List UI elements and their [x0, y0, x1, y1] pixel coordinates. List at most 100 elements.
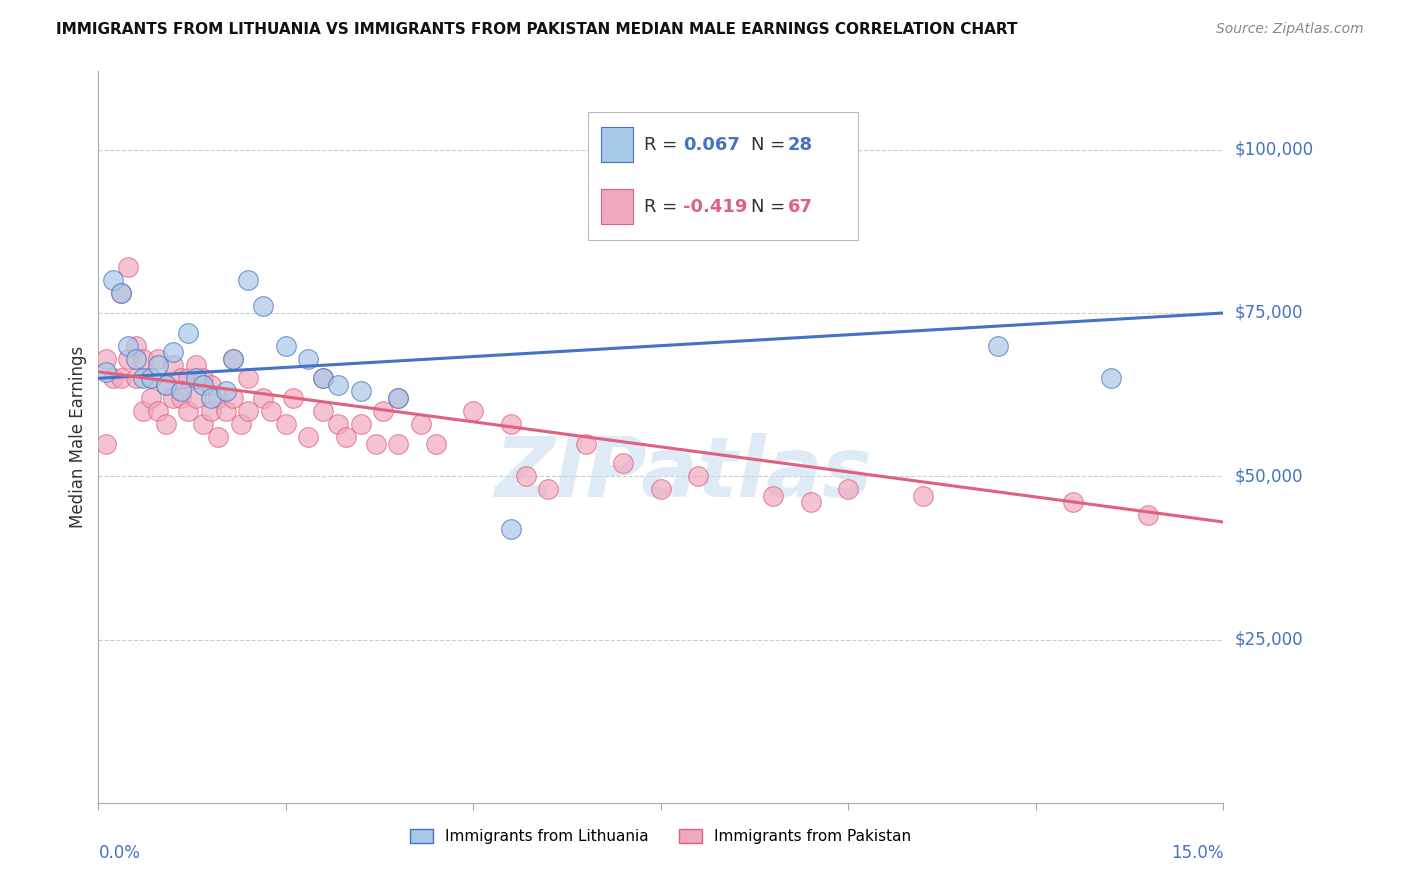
- Point: [170, 391, 193, 405]
- Point: [139, 391, 162, 405]
- Point: [328, 417, 350, 431]
- Point: [688, 469, 710, 483]
- Point: [222, 351, 245, 366]
- Text: -0.419: -0.419: [683, 198, 748, 216]
- Point: [612, 456, 634, 470]
- Point: [184, 391, 207, 405]
- Point: [132, 351, 155, 366]
- Point: [200, 391, 222, 405]
- Point: [312, 404, 335, 418]
- Point: [260, 404, 283, 418]
- Text: 28: 28: [787, 136, 813, 153]
- Point: [117, 338, 139, 352]
- Point: [200, 404, 222, 418]
- Point: [148, 358, 170, 372]
- Point: [837, 483, 859, 497]
- Text: N =: N =: [751, 136, 790, 153]
- Point: [373, 404, 395, 418]
- Text: ZIPatlas: ZIPatlas: [495, 434, 872, 514]
- Point: [274, 417, 297, 431]
- Text: 67: 67: [787, 198, 813, 216]
- Point: [148, 351, 170, 366]
- Point: [499, 521, 522, 535]
- Point: [425, 436, 447, 450]
- Point: [125, 338, 148, 352]
- Point: [463, 404, 485, 418]
- FancyBboxPatch shape: [602, 127, 633, 162]
- Point: [328, 377, 350, 392]
- Point: [139, 371, 162, 385]
- Point: [1062, 495, 1084, 509]
- Point: [222, 351, 245, 366]
- Point: [537, 483, 560, 497]
- Point: [207, 391, 229, 405]
- Point: [94, 351, 117, 366]
- Point: [162, 358, 184, 372]
- Text: R =: R =: [644, 136, 683, 153]
- Point: [200, 377, 222, 392]
- Point: [650, 483, 672, 497]
- Point: [283, 391, 305, 405]
- Point: [148, 404, 170, 418]
- Point: [110, 286, 132, 301]
- Point: [170, 371, 193, 385]
- Legend: Immigrants from Lithuania, Immigrants from Pakistan: Immigrants from Lithuania, Immigrants fr…: [404, 822, 918, 850]
- Point: [987, 338, 1010, 352]
- Text: 15.0%: 15.0%: [1171, 845, 1223, 863]
- Point: [387, 391, 409, 405]
- Y-axis label: Median Male Earnings: Median Male Earnings: [69, 346, 87, 528]
- Point: [170, 384, 193, 399]
- Point: [162, 345, 184, 359]
- Point: [335, 430, 357, 444]
- Point: [215, 384, 238, 399]
- Point: [364, 436, 387, 450]
- Point: [103, 371, 125, 385]
- Point: [184, 371, 207, 385]
- Point: [155, 377, 177, 392]
- Point: [575, 436, 598, 450]
- Point: [110, 286, 132, 301]
- Point: [312, 371, 335, 385]
- Text: 0.067: 0.067: [683, 136, 740, 153]
- Point: [350, 417, 373, 431]
- Point: [110, 371, 132, 385]
- Text: 0.0%: 0.0%: [98, 845, 141, 863]
- Text: IMMIGRANTS FROM LITHUANIA VS IMMIGRANTS FROM PAKISTAN MEDIAN MALE EARNINGS CORRE: IMMIGRANTS FROM LITHUANIA VS IMMIGRANTS …: [56, 22, 1018, 37]
- Point: [499, 417, 522, 431]
- Point: [252, 300, 274, 314]
- Point: [184, 358, 207, 372]
- Point: [297, 351, 319, 366]
- Point: [117, 260, 139, 275]
- Point: [125, 371, 148, 385]
- Text: Source: ZipAtlas.com: Source: ZipAtlas.com: [1216, 22, 1364, 37]
- Text: R =: R =: [644, 198, 683, 216]
- Text: $75,000: $75,000: [1234, 304, 1303, 322]
- Text: $25,000: $25,000: [1234, 631, 1303, 648]
- Text: $100,000: $100,000: [1234, 141, 1313, 159]
- Point: [238, 371, 260, 385]
- Point: [207, 430, 229, 444]
- Point: [193, 377, 215, 392]
- Point: [800, 495, 823, 509]
- Point: [238, 404, 260, 418]
- FancyBboxPatch shape: [602, 189, 633, 224]
- Point: [312, 371, 335, 385]
- Point: [177, 371, 200, 385]
- Point: [409, 417, 432, 431]
- Point: [177, 404, 200, 418]
- Text: $50,000: $50,000: [1234, 467, 1303, 485]
- Point: [177, 326, 200, 340]
- Point: [762, 489, 785, 503]
- Point: [94, 436, 117, 450]
- Point: [252, 391, 274, 405]
- Point: [117, 351, 139, 366]
- Point: [387, 436, 409, 450]
- Point: [387, 391, 409, 405]
- Point: [103, 273, 125, 287]
- Point: [155, 417, 177, 431]
- Point: [193, 417, 215, 431]
- Point: [155, 377, 177, 392]
- Point: [912, 489, 935, 503]
- Point: [222, 391, 245, 405]
- Point: [297, 430, 319, 444]
